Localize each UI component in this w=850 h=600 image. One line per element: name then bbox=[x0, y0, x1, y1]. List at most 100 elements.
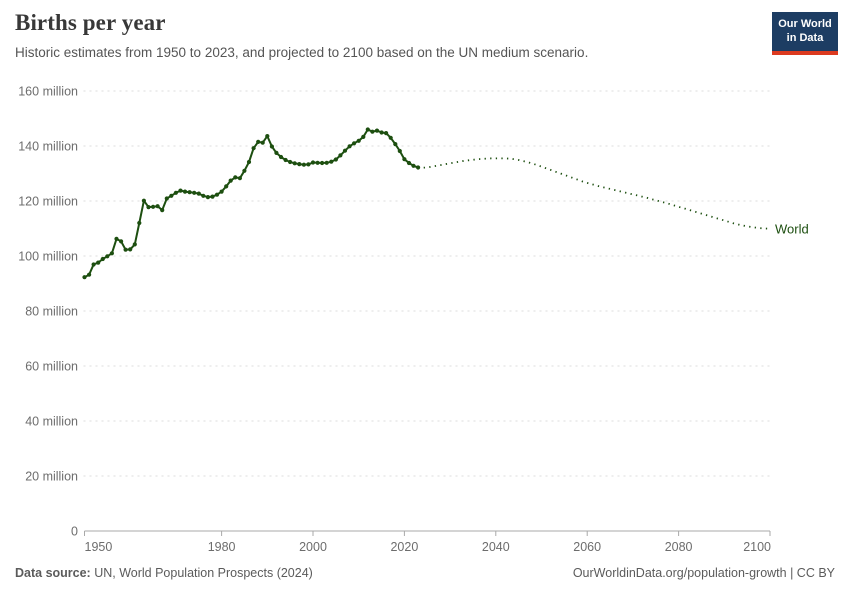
data-point-marker[interactable] bbox=[137, 220, 142, 226]
data-point-marker[interactable] bbox=[251, 146, 256, 151]
owid-logo[interactable]: Our World in Data bbox=[772, 12, 838, 55]
data-point-marker[interactable] bbox=[329, 159, 334, 164]
data-point-marker[interactable] bbox=[306, 162, 311, 167]
data-point-marker[interactable] bbox=[384, 131, 389, 136]
chart-footer: Data source: UN, World Population Prospe… bbox=[15, 566, 835, 580]
data-point-marker[interactable] bbox=[146, 205, 151, 210]
data-point-marker[interactable] bbox=[288, 159, 293, 165]
data-point-marker[interactable] bbox=[347, 144, 352, 149]
data-point-marker[interactable] bbox=[224, 184, 229, 189]
data-point-marker[interactable] bbox=[402, 157, 407, 162]
page-title: Births per year bbox=[15, 10, 166, 35]
chart-subtitle: Historic estimates from 1950 to 2023, an… bbox=[15, 45, 589, 60]
data-point-marker[interactable] bbox=[324, 160, 329, 165]
historic-line[interactable] bbox=[83, 128, 420, 279]
data-point-marker[interactable] bbox=[352, 141, 357, 146]
x-axis-tick-label: 2060 bbox=[573, 540, 601, 554]
chart-header: Births per year Historic estimates from … bbox=[15, 10, 750, 62]
data-point-marker[interactable] bbox=[91, 262, 96, 267]
data-point-marker[interactable] bbox=[192, 190, 197, 195]
data-point-marker[interactable] bbox=[411, 163, 416, 168]
y-axis-tick-label: 80 million bbox=[25, 305, 78, 319]
data-point-marker[interactable] bbox=[246, 159, 252, 165]
data-point-marker[interactable] bbox=[109, 251, 114, 256]
data-point-marker[interactable] bbox=[315, 160, 320, 165]
data-point-marker[interactable] bbox=[374, 128, 380, 133]
data-point-marker[interactable] bbox=[297, 162, 302, 167]
data-point-marker[interactable] bbox=[274, 150, 279, 155]
y-axis-tick-label: 40 million bbox=[25, 415, 78, 429]
data-point-marker[interactable] bbox=[182, 189, 188, 194]
series-label-world[interactable]: World bbox=[775, 221, 809, 236]
data-point-marker[interactable] bbox=[151, 204, 156, 209]
data-point-marker[interactable] bbox=[301, 162, 306, 167]
data-point-marker[interactable] bbox=[393, 142, 398, 147]
data-point-marker[interactable] bbox=[333, 157, 338, 162]
x-axis-tick-label: 2020 bbox=[390, 540, 418, 554]
data-point-marker[interactable] bbox=[201, 193, 206, 198]
data-point-marker[interactable] bbox=[123, 247, 128, 252]
data-point-marker[interactable] bbox=[242, 168, 247, 173]
data-point-marker[interactable] bbox=[210, 194, 215, 199]
data-point-marker[interactable] bbox=[173, 190, 178, 195]
data-point-marker[interactable] bbox=[187, 190, 192, 195]
data-point-marker[interactable] bbox=[155, 204, 160, 209]
data-source-text: UN, World Population Prospects (2024) bbox=[90, 566, 313, 580]
data-point-marker[interactable] bbox=[338, 153, 343, 158]
data-point-marker[interactable] bbox=[256, 139, 261, 144]
data-point-marker[interactable] bbox=[397, 148, 402, 154]
data-point-marker[interactable] bbox=[233, 175, 238, 180]
data-point-marker[interactable] bbox=[164, 196, 169, 201]
data-point-marker[interactable] bbox=[132, 242, 137, 247]
x-axis-tick-label: 2000 bbox=[299, 540, 327, 554]
data-point-marker[interactable] bbox=[128, 247, 133, 252]
data-point-marker[interactable] bbox=[105, 254, 110, 259]
data-point-marker[interactable] bbox=[169, 193, 174, 198]
data-point-marker[interactable] bbox=[310, 160, 316, 165]
data-point-marker[interactable] bbox=[160, 208, 165, 213]
x-axis-tick-label: 1980 bbox=[208, 540, 236, 554]
data-point-marker[interactable] bbox=[205, 195, 210, 200]
y-axis-tick-label: 140 million bbox=[18, 140, 78, 154]
data-point-marker[interactable] bbox=[219, 189, 224, 194]
data-point-marker[interactable] bbox=[119, 239, 124, 244]
data-point-marker[interactable] bbox=[406, 160, 412, 166]
owid-logo-line2: in Data bbox=[786, 32, 824, 45]
data-point-marker[interactable] bbox=[269, 144, 274, 149]
data-point-marker[interactable] bbox=[178, 188, 183, 193]
y-axis-tick-label: 0 bbox=[71, 525, 78, 539]
projection-line[interactable] bbox=[418, 157, 771, 230]
data-point-marker[interactable] bbox=[141, 198, 146, 203]
owid-logo-line1: Our World bbox=[778, 18, 832, 30]
data-point-marker[interactable] bbox=[87, 272, 92, 277]
citation-link[interactable]: OurWorldinData.org/population-growth | C… bbox=[572, 566, 835, 580]
data-point-marker[interactable] bbox=[96, 260, 101, 265]
data-point-marker[interactable] bbox=[82, 275, 87, 280]
y-axis-tick-label: 20 million bbox=[25, 470, 78, 484]
data-point-marker[interactable] bbox=[237, 176, 242, 181]
data-point-marker[interactable] bbox=[283, 157, 288, 163]
data-point-marker[interactable] bbox=[342, 148, 348, 153]
data-point-marker[interactable] bbox=[100, 256, 105, 262]
data-point-marker[interactable] bbox=[361, 134, 366, 139]
data-point-marker[interactable] bbox=[370, 129, 375, 134]
y-axis-tick-label: 100 million bbox=[18, 250, 78, 264]
data-point-marker[interactable] bbox=[260, 140, 265, 145]
data-point-marker[interactable] bbox=[320, 160, 325, 166]
data-point-marker[interactable] bbox=[292, 161, 297, 166]
data-point-marker[interactable] bbox=[388, 135, 393, 140]
data-point-marker[interactable] bbox=[265, 134, 270, 139]
data-point-marker[interactable] bbox=[214, 192, 220, 197]
data-point-marker[interactable] bbox=[228, 178, 233, 183]
data-point-marker[interactable] bbox=[196, 191, 201, 196]
data-point-marker[interactable] bbox=[278, 154, 284, 160]
data-source-label: Data source: bbox=[15, 566, 91, 580]
data-point-marker[interactable] bbox=[365, 127, 370, 132]
data-point-marker[interactable] bbox=[356, 138, 361, 143]
y-axis-tick-label: 120 million bbox=[18, 195, 78, 209]
x-axis-tick-label: 2080 bbox=[665, 540, 693, 554]
data-point-marker[interactable] bbox=[379, 130, 384, 135]
data-point-marker[interactable] bbox=[114, 236, 119, 241]
